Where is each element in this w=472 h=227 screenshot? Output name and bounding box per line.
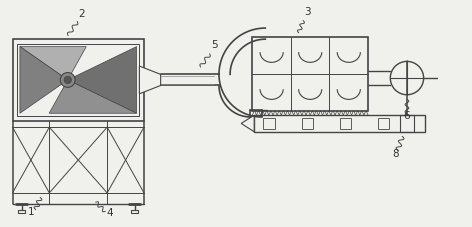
Text: 1: 1 [28,207,34,217]
Bar [17,44,139,116]
Bar [378,118,389,129]
Circle shape [60,72,75,87]
Text: 2: 2 [79,9,85,19]
Text: 7: 7 [471,98,472,108]
Bar [131,210,138,213]
Polygon shape [49,80,136,113]
Bar [302,118,313,129]
Bar [18,210,25,213]
Circle shape [390,62,424,95]
Polygon shape [67,47,136,113]
Circle shape [64,76,71,84]
Bar [12,39,144,121]
Polygon shape [20,47,86,80]
Bar [340,118,351,129]
Bar [254,115,425,132]
Text: 8: 8 [393,149,399,159]
Text: 5: 5 [211,40,218,50]
Bar [253,37,368,111]
Text: 3: 3 [304,7,311,17]
Bar [456,75,464,81]
Polygon shape [20,47,67,113]
Text: 4: 4 [106,208,113,218]
Polygon shape [241,115,254,132]
Bar [439,74,456,83]
Polygon shape [139,66,160,94]
Text: 6: 6 [404,111,410,121]
Bar [263,118,275,129]
Bar [400,115,414,132]
